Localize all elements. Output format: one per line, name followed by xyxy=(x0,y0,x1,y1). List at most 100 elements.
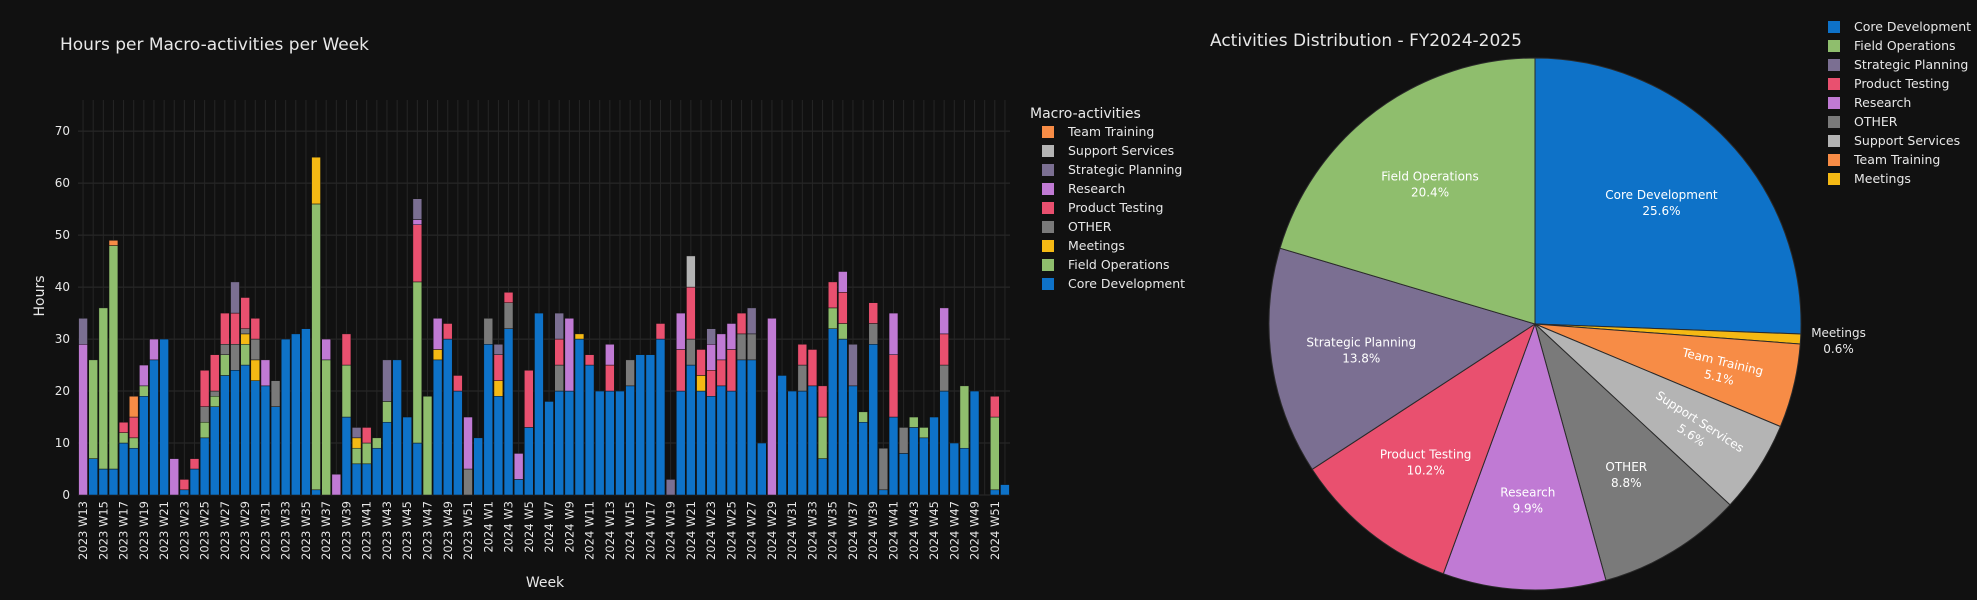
bar-segment-core-development xyxy=(595,390,605,496)
x-tick-label: 2024 W23 xyxy=(704,501,718,560)
bar-segment-field-operations xyxy=(422,396,433,496)
bar-segment-product-testing xyxy=(807,349,818,387)
bar-segment-core-development xyxy=(909,427,919,496)
bar-segment-product-testing xyxy=(828,281,838,309)
x-tick-label: 2023 W19 xyxy=(137,501,151,560)
bar-segment-other xyxy=(686,338,696,366)
bar-segment-product-testing xyxy=(838,292,848,324)
bar-segment-product-testing xyxy=(210,354,220,392)
bar-segment-other xyxy=(625,359,635,387)
pie-legend-swatch-meetings xyxy=(1828,173,1840,185)
bar-segment-research xyxy=(605,344,615,366)
bar-segment-product-testing xyxy=(696,349,706,376)
bar-segment-product-testing xyxy=(179,479,190,491)
bar-segment-field-operations xyxy=(210,396,220,407)
bar-segment-product-testing xyxy=(554,338,564,366)
bar-segment-core-development xyxy=(199,437,210,496)
bar-segment-product-testing xyxy=(888,354,899,418)
bar-segment-meetings xyxy=(351,437,362,449)
pie-legend-label-core-development: Core Development xyxy=(1854,19,1971,34)
bar-segment-product-testing xyxy=(676,349,686,392)
bar-segment-core-development xyxy=(554,390,564,496)
bar-segment-core-development xyxy=(615,390,625,496)
bar-segment-strategic-planning xyxy=(848,344,858,387)
bar-segment-product-testing xyxy=(503,292,514,303)
bar-segment-core-development xyxy=(503,328,514,496)
bar-segment-meetings xyxy=(432,349,443,361)
bar-segment-core-development xyxy=(848,385,858,496)
bar-segment-research xyxy=(78,344,88,496)
bar-segment-research xyxy=(432,318,443,350)
bar-segment-meetings xyxy=(311,156,321,205)
pie-label-value: 0.6% xyxy=(1823,342,1854,356)
bar-segment-core-development xyxy=(129,447,139,496)
pie-legend-swatch-core-development xyxy=(1828,21,1840,33)
bar-segment-core-development xyxy=(868,344,878,496)
y-tick-label: 60 xyxy=(55,176,70,190)
bar-segment-research xyxy=(939,307,949,335)
bar-segment-research xyxy=(838,271,848,293)
y-axis-title: Hours xyxy=(32,275,48,316)
bar-segment-field-operations xyxy=(990,416,1000,491)
x-tick-label: 2024 W21 xyxy=(684,501,698,560)
bar-segment-research xyxy=(706,344,716,371)
pie-legend-swatch-field-operations xyxy=(1828,40,1840,52)
bar-segment-product-testing xyxy=(706,370,716,397)
bar-segment-field-operations xyxy=(362,442,372,465)
bar-segment-core-development xyxy=(939,390,949,496)
x-tick-label: 2024 W15 xyxy=(623,501,637,560)
x-tick-label: 2023 W43 xyxy=(380,501,394,560)
bar-segment-core-development xyxy=(655,338,666,496)
pie-legend-label-field-operations: Field Operations xyxy=(1854,38,1956,53)
bar-segment-meetings xyxy=(493,380,504,397)
bar-segment-core-development xyxy=(726,390,737,496)
pie-chart-legend: Core Development Field Operations Strategi… xyxy=(1828,19,1971,186)
bar-segment-core-development xyxy=(645,354,656,496)
y-tick-label: 30 xyxy=(55,332,70,346)
bar-segment-core-development xyxy=(574,338,585,496)
pie-label-name: OTHER xyxy=(1605,460,1647,474)
pie-legend-swatch-product-testing xyxy=(1828,78,1840,90)
bar-segment-product-testing xyxy=(797,344,808,366)
x-tick-label: 2023 W49 xyxy=(441,501,455,560)
x-tick-label: 2023 W13 xyxy=(76,501,90,560)
bar-segment-product-testing xyxy=(453,375,463,392)
bar-segment-core-development xyxy=(392,359,402,496)
pie-label-value: 25.6% xyxy=(1642,204,1680,218)
bar-segment-field-operations xyxy=(118,432,129,444)
bar-segment-research xyxy=(888,312,899,355)
bar-segment-team-training xyxy=(129,396,139,418)
x-tick-label: 2024 W13 xyxy=(603,501,617,560)
x-tick-label: 2024 W3 xyxy=(502,501,516,553)
legend-label-team-training: Team Training xyxy=(1067,124,1154,139)
bar-segment-product-testing xyxy=(686,286,696,340)
bar-segment-core-development xyxy=(929,416,939,496)
bar-segment-product-testing xyxy=(250,318,260,340)
bar-segment-other xyxy=(797,364,808,392)
bar-segment-core-development xyxy=(372,447,382,496)
bar-segment-product-testing xyxy=(199,370,210,407)
bar-segment-core-development xyxy=(736,359,747,496)
bar-segment-other xyxy=(210,390,220,397)
legend-label-other: OTHER xyxy=(1068,219,1112,234)
bar-segment-other xyxy=(230,344,240,371)
bar-segment-strategic-planning xyxy=(746,307,757,335)
pie-legend-label-research: Research xyxy=(1854,95,1911,110)
x-tick-label: 2024 W19 xyxy=(664,501,678,560)
bar-segment-field-operations xyxy=(909,416,919,428)
legend-swatch-support-services xyxy=(1042,145,1054,157)
bar-segment-field-operations xyxy=(838,323,848,340)
x-tick-label: 2023 W37 xyxy=(319,501,333,560)
pie-label-other: OTHER 8.8% xyxy=(1605,460,1647,490)
bar-segment-other xyxy=(220,344,230,355)
bar-chart-bars xyxy=(78,156,1010,496)
pie-slice-other xyxy=(1534,322,1731,581)
bar-segment-support-services xyxy=(686,255,696,288)
bar-segment-product-testing xyxy=(341,333,352,366)
x-tick-label: 2024 W25 xyxy=(724,501,738,560)
x-tick-label: 2023 W47 xyxy=(421,501,435,560)
bar-segment-core-development xyxy=(838,338,848,496)
pie-legend-label-meetings: Meetings xyxy=(1854,171,1911,186)
legend-label-strategic-planning: Strategic Planning xyxy=(1068,162,1182,177)
bar-segment-product-testing xyxy=(605,364,615,392)
